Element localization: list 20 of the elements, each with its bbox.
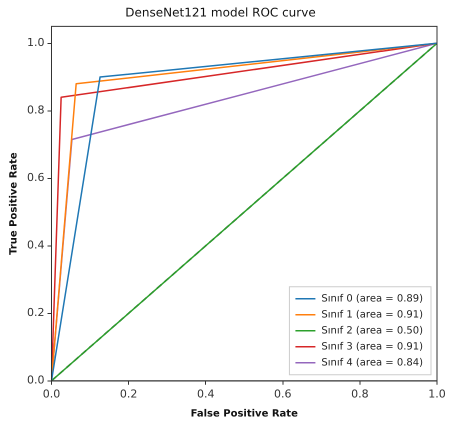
x-tick-label: 0.0 [42, 387, 60, 400]
x-tick-label: 0.6 [274, 387, 292, 400]
x-tick-label: 0.4 [196, 387, 214, 400]
legend-label: Sınıf 4 (area = 0.84) [321, 357, 424, 368]
y-tick-label: 0.4 [26, 238, 44, 252]
legend-label: Sınıf 3 (area = 0.91) [321, 341, 424, 352]
x-tick-label: 0.8 [351, 387, 369, 400]
y-tick-label: 0.2 [26, 306, 44, 320]
legend-label: Sınıf 1 (area = 0.91) [321, 309, 424, 320]
x-axis-title: False Positive Rate [190, 408, 298, 420]
legend-label: Sınıf 2 (area = 0.50) [321, 325, 424, 336]
y-tick-label: 0.0 [26, 374, 44, 387]
chart-title: DenseNet121 model ROC curve [125, 5, 316, 20]
y-tick-label: 0.8 [26, 104, 44, 117]
y-tick-label: 1.0 [26, 36, 44, 50]
x-tick-label: 1.0 [428, 387, 446, 400]
legend-label: Sınıf 0 (area = 0.89) [321, 293, 424, 304]
x-tick-label: 0.2 [120, 387, 138, 400]
y-axis-title: True Positive Rate [8, 152, 20, 255]
y-tick-label: 0.6 [26, 171, 44, 184]
